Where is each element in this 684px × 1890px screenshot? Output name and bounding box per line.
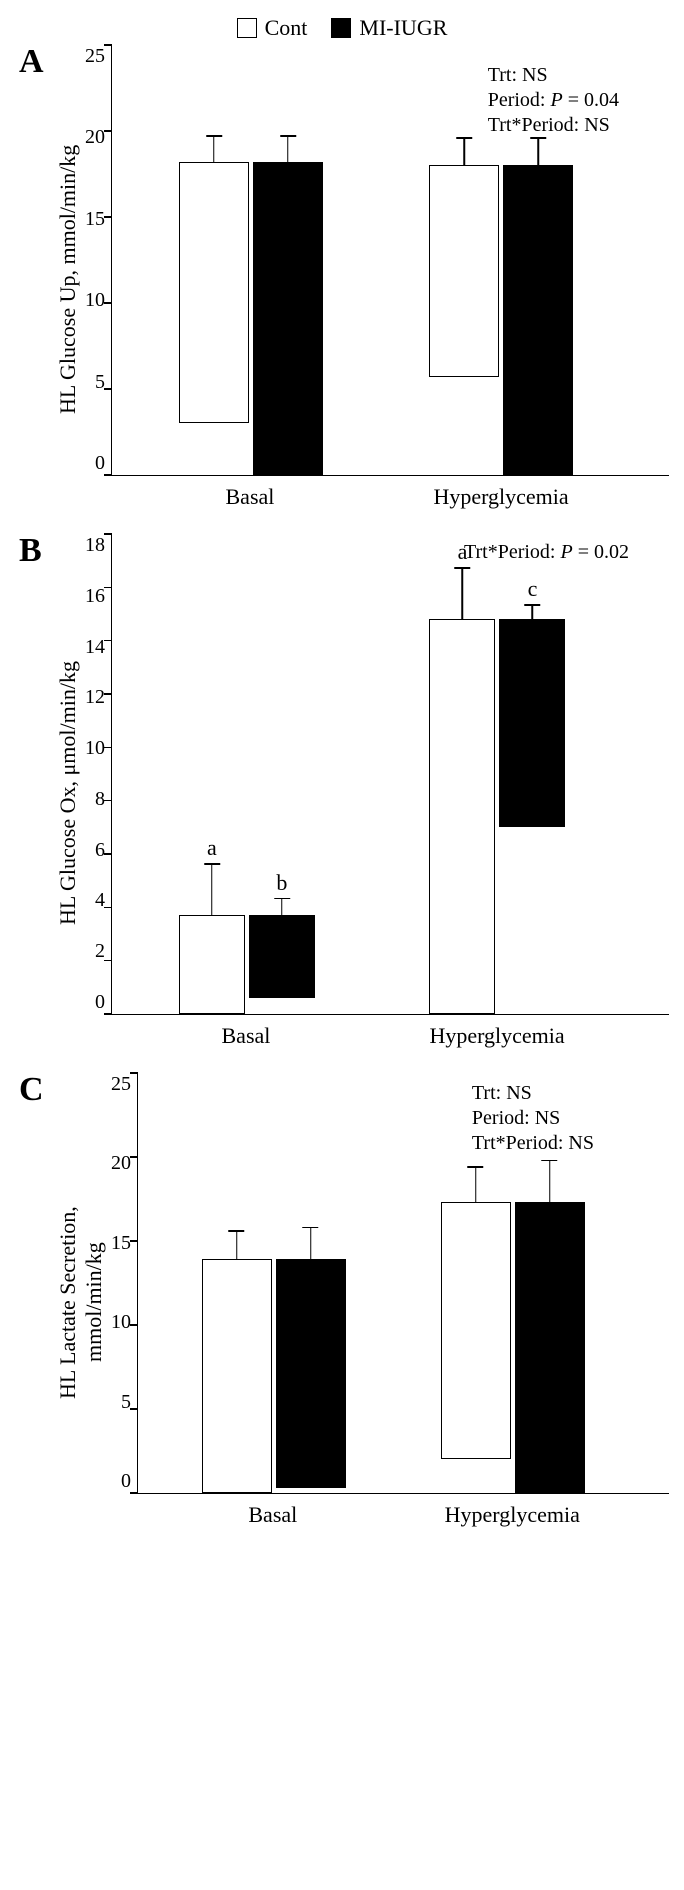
y-tick-label: 0 <box>95 452 105 475</box>
y-axis-title: HL Lactate Secretion, mmol/min/kg <box>55 1073 107 1532</box>
legend-label: Cont <box>265 15 308 41</box>
legend: Cont MI-IUGR <box>15 15 669 41</box>
x-axis-labels: Basal Hyperglycemia <box>111 1023 669 1053</box>
bar <box>503 165 573 475</box>
bar <box>276 1259 346 1487</box>
error-bar <box>213 135 215 163</box>
x-axis-labels: Basal Hyperglycemia <box>111 484 669 514</box>
x-tick-label: Basal <box>178 484 322 510</box>
y-tick-label: 10 <box>111 1311 131 1334</box>
y-tick-label: 12 <box>85 686 105 709</box>
error-bar <box>475 1166 477 1203</box>
x-tick-label: Basal <box>178 1023 314 1049</box>
legend-item: MI-IUGR <box>331 15 447 41</box>
bar: a <box>179 915 245 1014</box>
x-tick-label: Hyperglycemia <box>429 1023 565 1049</box>
y-axis-labels: 25 20 15 10 5 0 <box>85 45 111 475</box>
error-bar <box>236 1230 238 1260</box>
y-tick-label: 20 <box>111 1152 131 1175</box>
y-tick-label: 6 <box>95 839 105 862</box>
legend-swatch <box>331 18 351 38</box>
y-axis-labels: 181614121086420 <box>85 534 111 1014</box>
stats-text: Trt: NSPeriod: NSTrt*Period: NS <box>472 1081 594 1156</box>
y-tick-label: 4 <box>95 889 105 912</box>
panel-B: BHL Glucose Ox, μmol/min/kg1816141210864… <box>15 534 669 1053</box>
significance-label: c <box>500 576 564 602</box>
y-tick-label: 25 <box>85 45 105 68</box>
bar <box>202 1259 272 1493</box>
y-tick-label: 0 <box>95 991 105 1014</box>
x-axis-labels: Basal Hyperglycemia <box>137 1502 669 1532</box>
y-tick-label: 10 <box>85 289 105 312</box>
error-bar <box>549 1160 551 1204</box>
y-axis-title: HL Glucose Up, mmol/min/kg <box>55 45 81 514</box>
bar: b <box>249 915 315 998</box>
bar-group: ab <box>179 915 315 1014</box>
bar: c <box>499 619 565 827</box>
bar <box>179 162 249 423</box>
significance-label: a <box>180 835 244 861</box>
error-bar <box>538 137 540 166</box>
bar-group <box>179 162 323 475</box>
error-bar <box>281 898 283 917</box>
y-tick-label: 0 <box>121 1470 131 1493</box>
x-tick-label: Hyperglycemia <box>429 484 573 510</box>
y-tick-label: 25 <box>111 1073 131 1096</box>
error-bar <box>310 1227 312 1261</box>
legend-label: MI-IUGR <box>359 15 447 41</box>
panel-letter: A <box>19 43 44 81</box>
x-tick-label: Basal <box>201 1502 345 1528</box>
plot-area: Trt*Period: P = 0.02abac <box>111 534 669 1015</box>
y-tick-label: 10 <box>85 737 105 760</box>
bar-group <box>441 1202 585 1493</box>
bar-group: ac <box>429 619 565 1014</box>
y-axis-title: HL Glucose Ox, μmol/min/kg <box>55 534 81 1053</box>
x-tick-label: Hyperglycemia <box>440 1502 584 1528</box>
panel-C: C HL Lactate Secretion, mmol/min/kg25 20 15… <box>15 1073 669 1532</box>
error-bar <box>211 863 213 916</box>
error-bar <box>462 567 464 620</box>
stats-text: Trt: NSPeriod: P = 0.04Trt*Period: NS <box>488 63 619 138</box>
error-bar <box>532 604 534 620</box>
panel-letter: C <box>19 1071 44 1109</box>
y-tick-label: 5 <box>95 371 105 394</box>
bar <box>441 1202 511 1459</box>
error-bar <box>464 137 466 166</box>
y-tick-label: 15 <box>85 208 105 231</box>
plot-area: Trt: NSPeriod: NSTrt*Period: NS <box>137 1073 669 1494</box>
y-tick-label: 18 <box>85 534 105 557</box>
bar <box>253 162 323 475</box>
bar-group <box>202 1259 346 1493</box>
bar: a <box>429 619 495 1014</box>
significance-label: a <box>430 539 494 565</box>
error-bar <box>287 135 289 163</box>
bar <box>515 1202 585 1493</box>
legend-item: Cont <box>237 15 308 41</box>
bar <box>429 165 499 377</box>
y-tick-label: 16 <box>85 585 105 608</box>
y-tick-label: 5 <box>121 1391 131 1414</box>
bar-group <box>429 165 573 475</box>
y-tick-label: 15 <box>111 1232 131 1255</box>
y-tick-label: 14 <box>85 636 105 659</box>
plot-area: Trt: NSPeriod: P = 0.04Trt*Period: NS <box>111 45 669 476</box>
significance-label: b <box>250 870 314 896</box>
panel-A: A HL Glucose Up, mmol/min/kg25 20 15 10 5 0 Trt… <box>15 45 669 514</box>
y-tick-label: 20 <box>85 126 105 149</box>
legend-swatch <box>237 18 257 38</box>
y-axis-labels: 25 20 15 10 5 0 <box>111 1073 137 1493</box>
panel-letter: B <box>19 532 42 570</box>
